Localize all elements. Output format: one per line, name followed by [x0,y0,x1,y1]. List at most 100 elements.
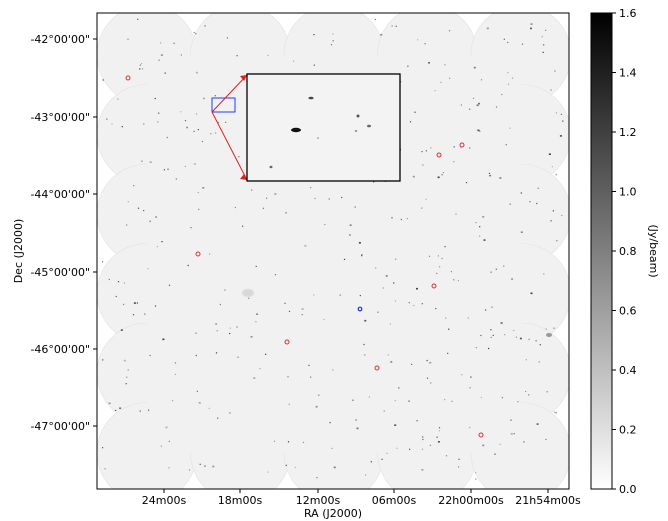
point-source [301,308,304,310]
point-source [428,62,430,64]
point-source [248,297,250,299]
point-source [102,79,104,81]
point-source [123,282,125,284]
point-source [123,359,126,362]
point-source [364,319,367,322]
point-source [407,65,409,67]
colorbar-tick-label: 1.6 [619,7,637,20]
point-source [315,405,318,408]
point-source [465,182,468,184]
point-source [480,334,482,337]
point-source [180,111,182,113]
point-source [457,280,459,282]
point-source [198,402,201,404]
y-tick-label: -46°00'00" [30,343,90,356]
point-source [513,433,515,435]
point-source [494,453,496,455]
point-source [313,294,315,296]
point-source [195,354,197,357]
point-source [444,246,446,248]
point-source [154,97,156,100]
point-source [503,38,505,40]
point-source [323,318,325,321]
point-source [149,354,151,357]
point-source [159,42,162,44]
point-source [421,207,423,209]
point-source [117,98,119,100]
point-source [438,430,440,432]
point-source [193,31,195,34]
point-source [137,18,139,20]
point-source [492,334,494,336]
point-source [507,83,510,85]
point-source [552,210,554,212]
point-source [453,279,455,281]
point-source [489,174,492,177]
point-source [368,396,370,398]
point-source [373,181,375,183]
point-source [458,458,460,460]
point-source [332,369,334,371]
point-source [123,303,125,305]
point-source [154,305,157,307]
point-source [341,196,343,199]
point-source [139,410,141,412]
point-source [394,300,397,302]
point-source [217,121,220,124]
point-source [469,147,471,149]
point-source [395,25,397,27]
y-tick-label: -43°00'00" [30,111,90,124]
point-source [212,465,215,468]
point-source [370,461,372,463]
point-source [302,441,305,443]
point-source [479,235,481,237]
inset-source [354,130,358,132]
red-circle-marker [436,152,442,158]
point-source [448,30,451,32]
point-source [555,174,557,176]
point-source [490,336,492,338]
diffuse-source [546,333,552,337]
x-tick-label: 24m00s [142,494,187,507]
point-source [400,81,402,83]
point-source [120,329,123,331]
point-source [285,464,287,466]
point-source [543,44,545,46]
point-source [386,452,388,454]
red-circle-marker [374,365,380,371]
point-source [115,409,117,411]
point-source [139,64,141,66]
point-source [525,390,527,393]
point-source [480,79,483,81]
point-source [475,478,477,480]
point-source [359,295,361,297]
inset-source [269,165,273,169]
point-source [479,130,481,132]
point-source [224,289,226,291]
point-source [316,477,318,479]
point-source [501,397,503,399]
point-source [331,447,333,449]
inset-source-box [211,97,236,113]
point-source [164,72,166,74]
point-source [217,417,219,419]
colorbar-tick-label: 1.4 [619,67,637,80]
point-source [265,353,267,355]
point-source [324,223,326,226]
point-source [480,396,482,399]
point-source [491,306,493,308]
point-source [535,340,537,342]
point-source [158,59,160,61]
point-source [430,382,432,384]
point-source [267,54,269,57]
point-source [199,463,201,465]
point-source [394,424,397,426]
x-tick-label: 22h00m00s [438,494,504,507]
point-source [450,271,452,273]
point-source [505,144,507,146]
point-source [193,130,195,132]
point-source [488,347,490,350]
point-source [393,282,395,284]
inset-arrow [211,111,248,181]
